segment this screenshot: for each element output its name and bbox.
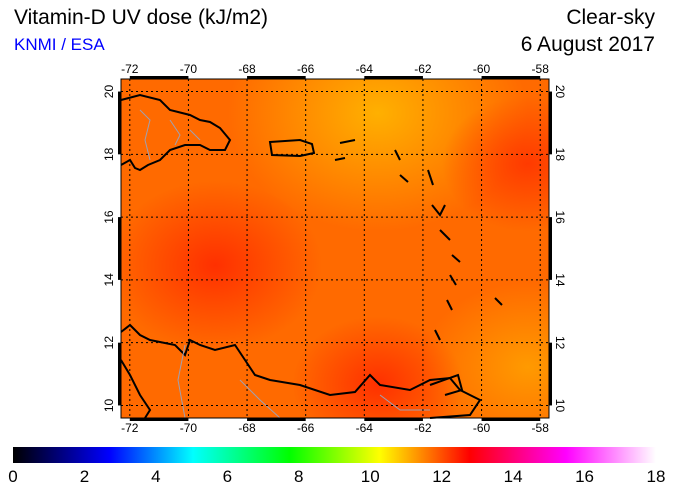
colorbar-label: 10 (361, 467, 380, 486)
frame-bar (129, 418, 189, 421)
colorbar-labels: 0 2 4 6 8 10 12 14 16 18 (8, 467, 665, 486)
colorbar-label: 18 (647, 467, 666, 486)
organization-label: KNMI / ESA (14, 35, 105, 54)
lon-tick-label: -70 (180, 421, 198, 435)
lon-tick-label: -62 (414, 62, 432, 76)
lat-tick-label: 14 (102, 273, 116, 287)
south-america-coast (120, 323, 482, 419)
lon-tick-label: -60 (473, 421, 491, 435)
lon-tick-label: -62 (414, 421, 432, 435)
lon-tick-label: -68 (238, 421, 256, 435)
lat-tick-label: 16 (553, 210, 567, 224)
coastlines (120, 93, 503, 419)
lat-tick-label: 12 (102, 336, 116, 350)
frame-bar (247, 76, 306, 79)
frame-bar (118, 217, 121, 280)
frame-bar (129, 76, 189, 79)
virgin-islands (334, 139, 356, 161)
lat-tick-label: 20 (553, 85, 567, 99)
graticule (121, 79, 549, 418)
frame-bar (118, 342, 121, 406)
lat-tick-label: 18 (102, 147, 116, 161)
lat-tick-label: 12 (553, 336, 567, 350)
lat-ticks-left: 20 18 16 14 12 10 (102, 85, 116, 413)
lon-tick-label: -70 (180, 62, 198, 76)
hispaniola-coast (120, 93, 232, 172)
colorbar-label: 4 (151, 467, 160, 486)
trinidad (429, 373, 464, 396)
puerto-rico-coast (268, 138, 316, 158)
lon-ticks-top: -72 -70 -68 -66 -64 -62 -60 -58 (121, 62, 549, 76)
lon-tick-label: -60 (473, 62, 491, 76)
frame-bar (481, 418, 541, 421)
date-label: 6 August 2017 (520, 33, 655, 56)
colorbar-label: 6 (223, 467, 232, 486)
lon-tick-label: -64 (356, 62, 374, 76)
lon-tick-label: -66 (297, 62, 315, 76)
map-field (121, 79, 549, 418)
frame-bar (364, 76, 423, 79)
lat-ticks-right: 20 18 16 14 12 10 (553, 85, 567, 413)
frame-bar (247, 418, 306, 421)
lon-tick-label: -72 (121, 62, 139, 76)
lat-tick-label: 10 (102, 398, 116, 412)
map-frame (118, 76, 552, 421)
lon-ticks-bottom: -72 -70 -68 -66 -64 -62 -60 -58 (121, 421, 549, 435)
lat-tick-label: 10 (553, 399, 567, 413)
lon-tick-label: -58 (532, 421, 550, 435)
frame-bar (549, 342, 552, 406)
lat-tick-label: 18 (553, 148, 567, 162)
lon-tick-label: -72 (121, 421, 139, 435)
lon-tick-label: -64 (356, 421, 374, 435)
colorbar-label: 16 (575, 467, 594, 486)
lat-tick-label: 20 (102, 85, 116, 99)
lesser-antilles (394, 149, 503, 341)
lon-tick-label: -68 (238, 62, 256, 76)
frame-bar (118, 91, 121, 155)
colorbar-label: 8 (294, 467, 303, 486)
lon-tick-label: -58 (532, 62, 550, 76)
colorbar-label: 2 (80, 467, 89, 486)
frame-bar (549, 217, 552, 280)
colorbar-label: 12 (432, 467, 451, 486)
map-title: Vitamin-D UV dose (kJ/m2) (14, 6, 269, 29)
colorbar-label: 0 (8, 467, 17, 486)
lat-tick-label: 14 (553, 273, 567, 287)
frame-bar (549, 91, 552, 155)
lat-tick-label: 16 (102, 210, 116, 224)
colorbar-label: 14 (504, 467, 523, 486)
frame-bar (481, 76, 541, 79)
frame-bar (364, 418, 423, 421)
colorbar (13, 447, 656, 463)
condition-label: Clear-sky (566, 6, 655, 29)
lon-tick-label: -66 (297, 421, 315, 435)
